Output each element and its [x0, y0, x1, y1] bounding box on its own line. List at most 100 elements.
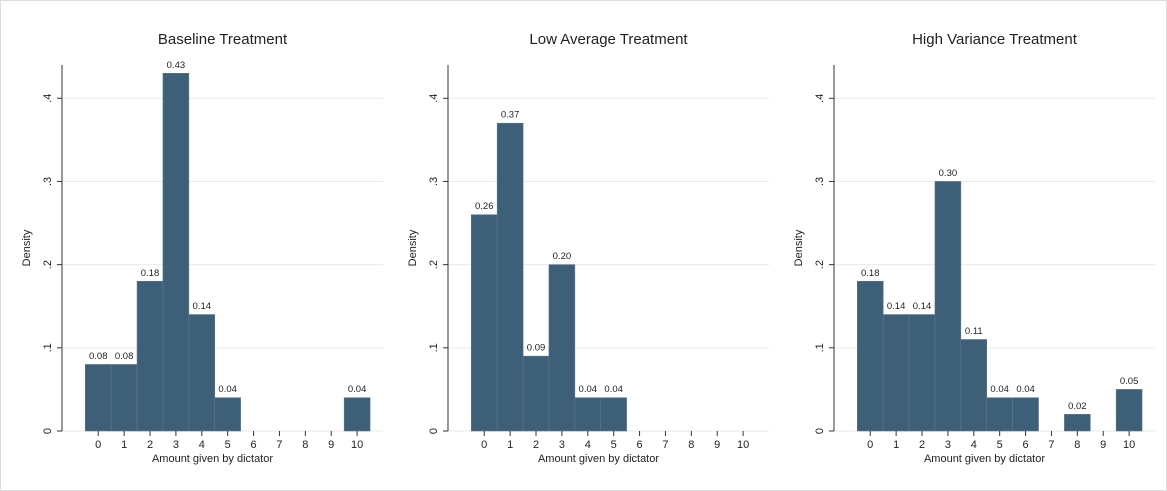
- bar: [882, 314, 910, 432]
- bar: [136, 280, 164, 432]
- value-label: 0.04: [990, 384, 1009, 395]
- x-tick-label: 7: [276, 439, 282, 451]
- x-tick-label: 8: [688, 439, 694, 451]
- x-axis-label: Amount given by dictator: [924, 453, 1045, 465]
- x-tick-label: 9: [1100, 439, 1106, 451]
- y-tick-label: .1: [42, 343, 54, 352]
- y-tick-label: .1: [428, 343, 440, 352]
- panel: Low Average Treatment 0 .1 .2 .3 .4 Density 0.2…: [407, 31, 769, 465]
- bar: [934, 181, 962, 432]
- x-tick-label: 3: [559, 439, 565, 451]
- y-tick-label: 0: [814, 428, 826, 434]
- bar: [470, 214, 498, 432]
- y-axis-label: Density: [407, 229, 419, 266]
- x-tick-label: 4: [971, 439, 977, 451]
- x-tick-label: 10: [737, 439, 749, 451]
- y-tick-label: .4: [42, 94, 54, 103]
- value-label: 0.04: [218, 384, 237, 395]
- x-tick-label: 6: [1023, 439, 1029, 451]
- x-tick-label: 8: [1074, 439, 1080, 451]
- x-tick-label: 7: [662, 439, 668, 451]
- y-tick-label: .3: [814, 177, 826, 186]
- bar: [84, 364, 112, 432]
- x-tick-label: 1: [893, 439, 899, 451]
- panel: Baseline Treatment 0 .1 .2 .3 .4 Density 0.08 0.…: [21, 31, 383, 465]
- y-axis-label: Density: [21, 229, 33, 266]
- bar: [162, 73, 190, 432]
- x-tick-label: 5: [997, 439, 1003, 451]
- chart-title: High Variance Treatment: [912, 31, 1078, 48]
- x-axis-label: Amount given by dictator: [538, 453, 659, 465]
- bar: [188, 314, 216, 432]
- x-tick-label: 3: [945, 439, 951, 451]
- bar: [960, 339, 988, 432]
- chart-title: Low Average Treatment: [529, 31, 688, 48]
- x-tick-label: 3: [173, 439, 179, 451]
- value-label: 0.04: [579, 384, 598, 395]
- bar: [548, 264, 576, 432]
- bar: [1064, 414, 1091, 432]
- x-tick-label: 0: [95, 439, 101, 451]
- value-label: 0.26: [475, 201, 494, 212]
- x-tick-label: 8: [302, 439, 308, 451]
- bar: [1012, 397, 1039, 432]
- bar: [908, 314, 936, 432]
- value-label: 0.05: [1120, 376, 1139, 387]
- x-tick-label: 10: [1123, 439, 1135, 451]
- bar: [600, 397, 627, 432]
- x-tick-label: 2: [919, 439, 925, 451]
- x-tick-label: 2: [147, 439, 153, 451]
- y-tick-label: .3: [42, 177, 54, 186]
- bar: [214, 397, 241, 432]
- y-tick-label: .4: [428, 94, 440, 103]
- value-label: 0.02: [1068, 401, 1087, 412]
- bar: [1115, 389, 1143, 432]
- x-tick-label: 5: [611, 439, 617, 451]
- value-label: 0.14: [887, 301, 906, 312]
- x-tick-label: 7: [1048, 439, 1054, 451]
- value-label: 0.18: [141, 268, 160, 279]
- value-label: 0.08: [115, 351, 134, 362]
- y-tick-label: .1: [814, 343, 826, 352]
- y-tick-label: .2: [428, 260, 440, 269]
- y-tick-label: .3: [428, 177, 440, 186]
- x-tick-label: 5: [225, 439, 231, 451]
- value-label: 0.04: [348, 384, 367, 395]
- bar: [522, 355, 550, 432]
- x-tick-label: 2: [533, 439, 539, 451]
- value-label: 0.04: [604, 384, 623, 395]
- x-tick-label: 4: [585, 439, 591, 451]
- x-tick-label: 1: [121, 439, 127, 451]
- value-label: 0.20: [553, 251, 572, 262]
- chart-title: Baseline Treatment: [158, 31, 288, 48]
- bar: [574, 397, 602, 432]
- x-tick-label: 0: [867, 439, 873, 451]
- x-axis-label: Amount given by dictator: [152, 453, 273, 465]
- x-tick-label: 0: [481, 439, 487, 451]
- y-tick-label: .2: [814, 260, 826, 269]
- y-tick-label: 0: [42, 428, 54, 434]
- value-label: 0.37: [501, 110, 520, 121]
- value-label: 0.11: [965, 326, 983, 337]
- value-label: 0.43: [167, 60, 186, 71]
- x-tick-label: 9: [328, 439, 334, 451]
- panel: High Variance Treatment 0 .1 .2 .3 .4 Density 0…: [793, 31, 1155, 465]
- value-label: 0.14: [193, 301, 212, 312]
- value-label: 0.14: [913, 301, 932, 312]
- value-label: 0.30: [939, 168, 958, 179]
- y-tick-label: .2: [42, 260, 54, 269]
- bar: [343, 397, 371, 432]
- y-tick-label: .4: [814, 94, 826, 103]
- value-label: 0.18: [861, 268, 880, 279]
- bar: [496, 122, 524, 432]
- bar: [986, 397, 1013, 432]
- value-label: 0.04: [1016, 384, 1034, 395]
- value-label: 0.08: [89, 351, 108, 362]
- y-tick-label: 0: [428, 428, 440, 434]
- bar: [856, 280, 884, 432]
- x-tick-label: 6: [637, 439, 643, 451]
- value-label: 0.09: [527, 343, 546, 354]
- bar: [110, 364, 138, 432]
- x-tick-label: 6: [251, 439, 257, 451]
